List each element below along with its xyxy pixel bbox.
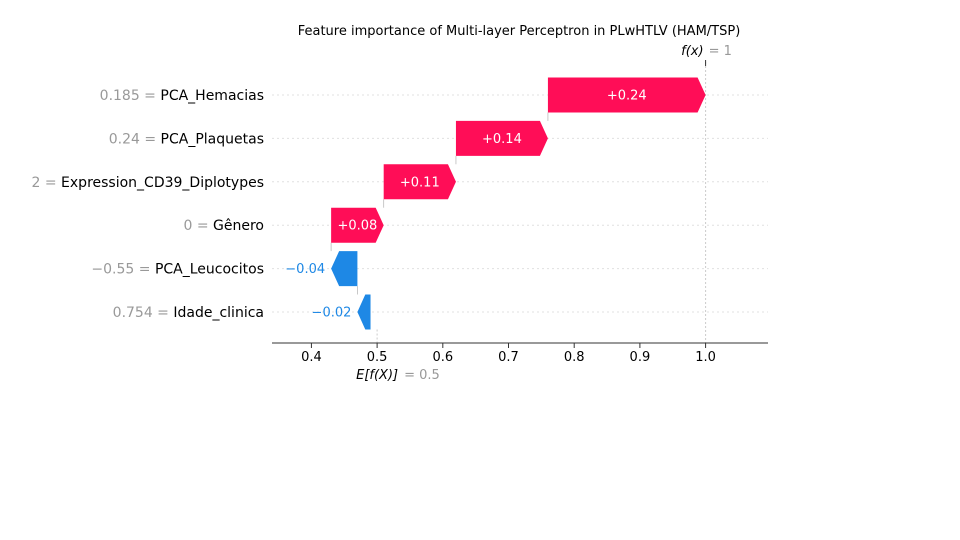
base-value-label: = 0.5 <box>404 368 440 383</box>
x-axis-ticks: 0.4 0.5 0.6 0.7 0.8 0.9 1.0 <box>301 343 716 365</box>
feature-name-label: 0 = Gênero <box>183 218 264 234</box>
output-value-label: = 1 <box>709 44 732 59</box>
bar-value-label: +0.11 <box>400 175 440 190</box>
output-label: f(x) = 1 <box>681 44 732 59</box>
feature-value-text: 0.754 = <box>113 305 174 321</box>
feature-value-text: 0.24 = <box>109 131 161 147</box>
output-func-label: f(x) <box>681 44 703 59</box>
feature-name-text: Idade_clinica <box>173 305 264 321</box>
feature-name-text: Expression_CD39_Diplotypes <box>61 175 264 191</box>
feature-name-text: Gênero <box>213 218 264 234</box>
feature-name-text: PCA_Plaquetas <box>161 131 264 147</box>
x-tick-label: 0.7 <box>498 350 519 365</box>
feature-bar <box>331 251 358 287</box>
feature-bars: +0.24 +0.14 +0.11 +0.08 −0.04 −0.02 <box>285 77 706 330</box>
feature-value-text: 2 = <box>32 175 62 191</box>
feature-bar <box>357 294 371 330</box>
x-tick-label: 0.9 <box>630 350 651 365</box>
base-label: E[f(X)] = 0.5 <box>356 368 440 383</box>
chart-title: Feature importance of Multi-layer Percep… <box>298 24 741 39</box>
base-func-label: E[f(X)] <box>356 368 398 383</box>
feature-name-label: 2 = Expression_CD39_Diplotypes <box>32 175 265 191</box>
bar-value-label: −0.02 <box>312 306 352 321</box>
feature-value-text: 0.185 = <box>100 88 161 104</box>
feature-name-text: PCA_Leucocitos <box>155 262 264 278</box>
bar-value-label: +0.08 <box>337 219 377 234</box>
feature-name-text: PCA_Hemacias <box>160 88 264 104</box>
feature-bar <box>383 164 456 200</box>
feature-name-label: 0.754 = Idade_clinica <box>113 305 264 321</box>
feature-bar <box>455 120 548 156</box>
feature-labels: 0.185 = PCA_Hemacias 0.24 = PCA_Plaquetas… <box>32 88 265 321</box>
x-tick-label: 0.4 <box>301 350 322 365</box>
x-tick-label: 1.0 <box>695 350 716 365</box>
bar-value-label: +0.14 <box>482 132 522 147</box>
feature-bar <box>547 77 706 113</box>
feature-name-label: −0.55 = PCA_Leucocitos <box>91 262 264 278</box>
bar-value-label: +0.24 <box>607 89 647 104</box>
feature-bar <box>331 207 384 243</box>
x-tick-label: 0.8 <box>564 350 585 365</box>
feature-value-text: 0 = <box>183 218 213 234</box>
feature-name-label: 0.185 = PCA_Hemacias <box>100 88 264 104</box>
x-tick-label: 0.6 <box>432 350 453 365</box>
feature-name-label: 0.24 = PCA_Plaquetas <box>109 131 264 147</box>
connector-lines <box>330 112 549 295</box>
feature-value-text: −0.55 = <box>91 262 155 278</box>
bar-value-label: −0.04 <box>285 262 325 277</box>
x-tick-label: 0.5 <box>367 350 388 365</box>
